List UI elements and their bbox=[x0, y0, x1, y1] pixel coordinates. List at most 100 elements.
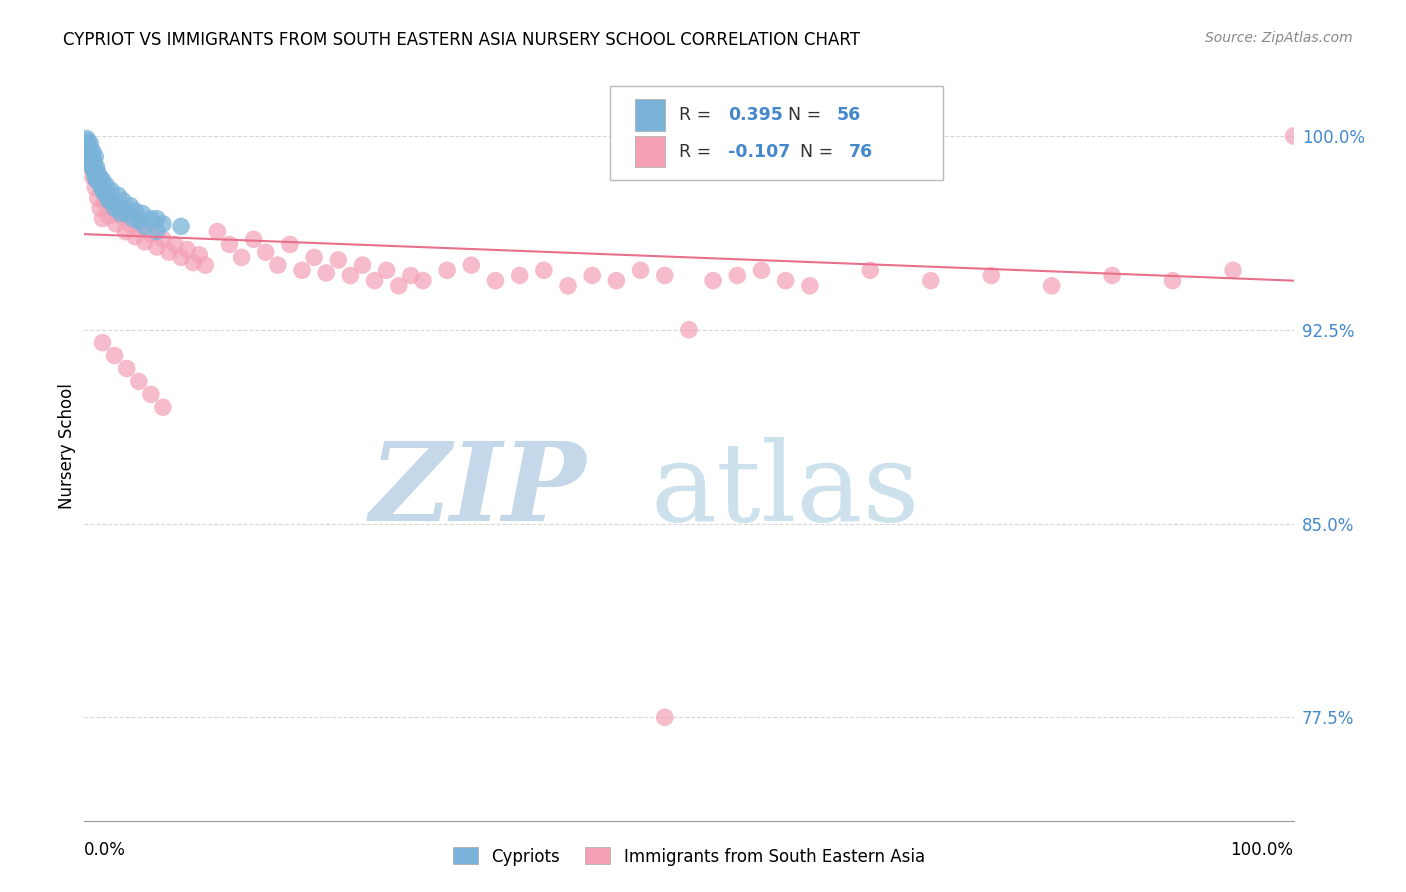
Point bbox=[139, 227, 162, 241]
Point bbox=[104, 196, 127, 211]
Point bbox=[557, 278, 579, 293]
Point bbox=[980, 268, 1002, 283]
Point bbox=[104, 202, 127, 216]
Point bbox=[77, 147, 100, 161]
Point bbox=[120, 199, 142, 213]
Point bbox=[110, 202, 132, 216]
Point bbox=[176, 243, 198, 257]
Point bbox=[146, 225, 169, 239]
Point bbox=[399, 268, 422, 283]
Point bbox=[654, 710, 676, 724]
Point bbox=[89, 170, 111, 185]
Point bbox=[84, 150, 107, 164]
Point bbox=[509, 268, 531, 283]
Point bbox=[101, 202, 124, 216]
Point bbox=[79, 157, 101, 171]
Text: CYPRIOT VS IMMIGRANTS FROM SOUTH EASTERN ASIA NURSERY SCHOOL CORRELATION CHART: CYPRIOT VS IMMIGRANTS FROM SOUTH EASTERN… bbox=[63, 31, 860, 49]
Point bbox=[775, 274, 797, 288]
Point bbox=[86, 160, 108, 174]
Point bbox=[188, 248, 211, 262]
Point bbox=[859, 263, 882, 277]
Text: R =: R = bbox=[679, 143, 717, 161]
Point bbox=[91, 211, 114, 226]
Point bbox=[86, 173, 108, 187]
Text: atlas: atlas bbox=[651, 437, 921, 544]
Point bbox=[115, 206, 138, 220]
Legend: Cypriots, Immigrants from South Eastern Asia: Cypriots, Immigrants from South Eastern … bbox=[447, 841, 931, 872]
Point bbox=[79, 145, 101, 159]
Point bbox=[80, 147, 103, 161]
Point bbox=[87, 173, 110, 187]
Point bbox=[291, 263, 314, 277]
Point bbox=[363, 274, 385, 288]
Point bbox=[533, 263, 555, 277]
Point bbox=[1101, 268, 1123, 283]
Point bbox=[91, 173, 114, 187]
Point bbox=[100, 183, 122, 197]
Point bbox=[114, 225, 136, 239]
Point bbox=[339, 268, 361, 283]
Text: 100.0%: 100.0% bbox=[1230, 841, 1294, 859]
Point bbox=[77, 134, 100, 148]
Text: 56: 56 bbox=[837, 106, 860, 124]
Point bbox=[630, 263, 652, 277]
Point bbox=[678, 323, 700, 337]
Point bbox=[76, 142, 98, 156]
Point bbox=[139, 387, 162, 401]
Point bbox=[581, 268, 603, 283]
Point bbox=[97, 209, 120, 223]
Text: 0.0%: 0.0% bbox=[84, 841, 127, 859]
Text: N =: N = bbox=[800, 143, 839, 161]
Text: ZIP: ZIP bbox=[370, 437, 586, 545]
Point bbox=[725, 268, 748, 283]
Point bbox=[93, 186, 115, 200]
Point bbox=[77, 147, 100, 161]
Point bbox=[87, 176, 110, 190]
Point bbox=[388, 278, 411, 293]
Point bbox=[124, 229, 146, 244]
Point bbox=[91, 335, 114, 350]
Point bbox=[460, 258, 482, 272]
Point bbox=[82, 152, 104, 166]
Point bbox=[90, 180, 112, 194]
Point bbox=[1161, 274, 1184, 288]
Point bbox=[83, 154, 105, 169]
Point bbox=[104, 217, 127, 231]
Point bbox=[218, 237, 240, 252]
Point bbox=[242, 232, 264, 246]
Point bbox=[302, 251, 325, 265]
Point bbox=[80, 154, 103, 169]
Point bbox=[170, 219, 193, 234]
Point bbox=[83, 162, 105, 177]
Point bbox=[82, 170, 104, 185]
Point bbox=[134, 219, 156, 234]
Point bbox=[94, 178, 117, 192]
Point bbox=[121, 211, 143, 226]
Point bbox=[97, 194, 120, 208]
Text: -0.107: -0.107 bbox=[728, 143, 790, 161]
Y-axis label: Nursery School: Nursery School bbox=[58, 383, 76, 509]
Point bbox=[1222, 263, 1244, 277]
Point bbox=[157, 245, 180, 260]
Point bbox=[231, 251, 253, 265]
Point bbox=[146, 240, 169, 254]
Point bbox=[89, 202, 111, 216]
Point bbox=[120, 217, 142, 231]
Point bbox=[97, 191, 120, 205]
Point bbox=[110, 209, 132, 223]
Point bbox=[254, 245, 277, 260]
Point bbox=[115, 361, 138, 376]
Point bbox=[920, 274, 942, 288]
Point bbox=[76, 131, 98, 145]
Point bbox=[77, 152, 100, 166]
Point bbox=[75, 136, 97, 151]
Point bbox=[77, 147, 100, 161]
Point bbox=[412, 274, 434, 288]
Point bbox=[94, 196, 117, 211]
Point bbox=[128, 375, 150, 389]
Point bbox=[799, 278, 821, 293]
Text: R =: R = bbox=[679, 106, 717, 124]
Point bbox=[124, 203, 146, 218]
Point bbox=[194, 258, 217, 272]
Point bbox=[751, 263, 773, 277]
